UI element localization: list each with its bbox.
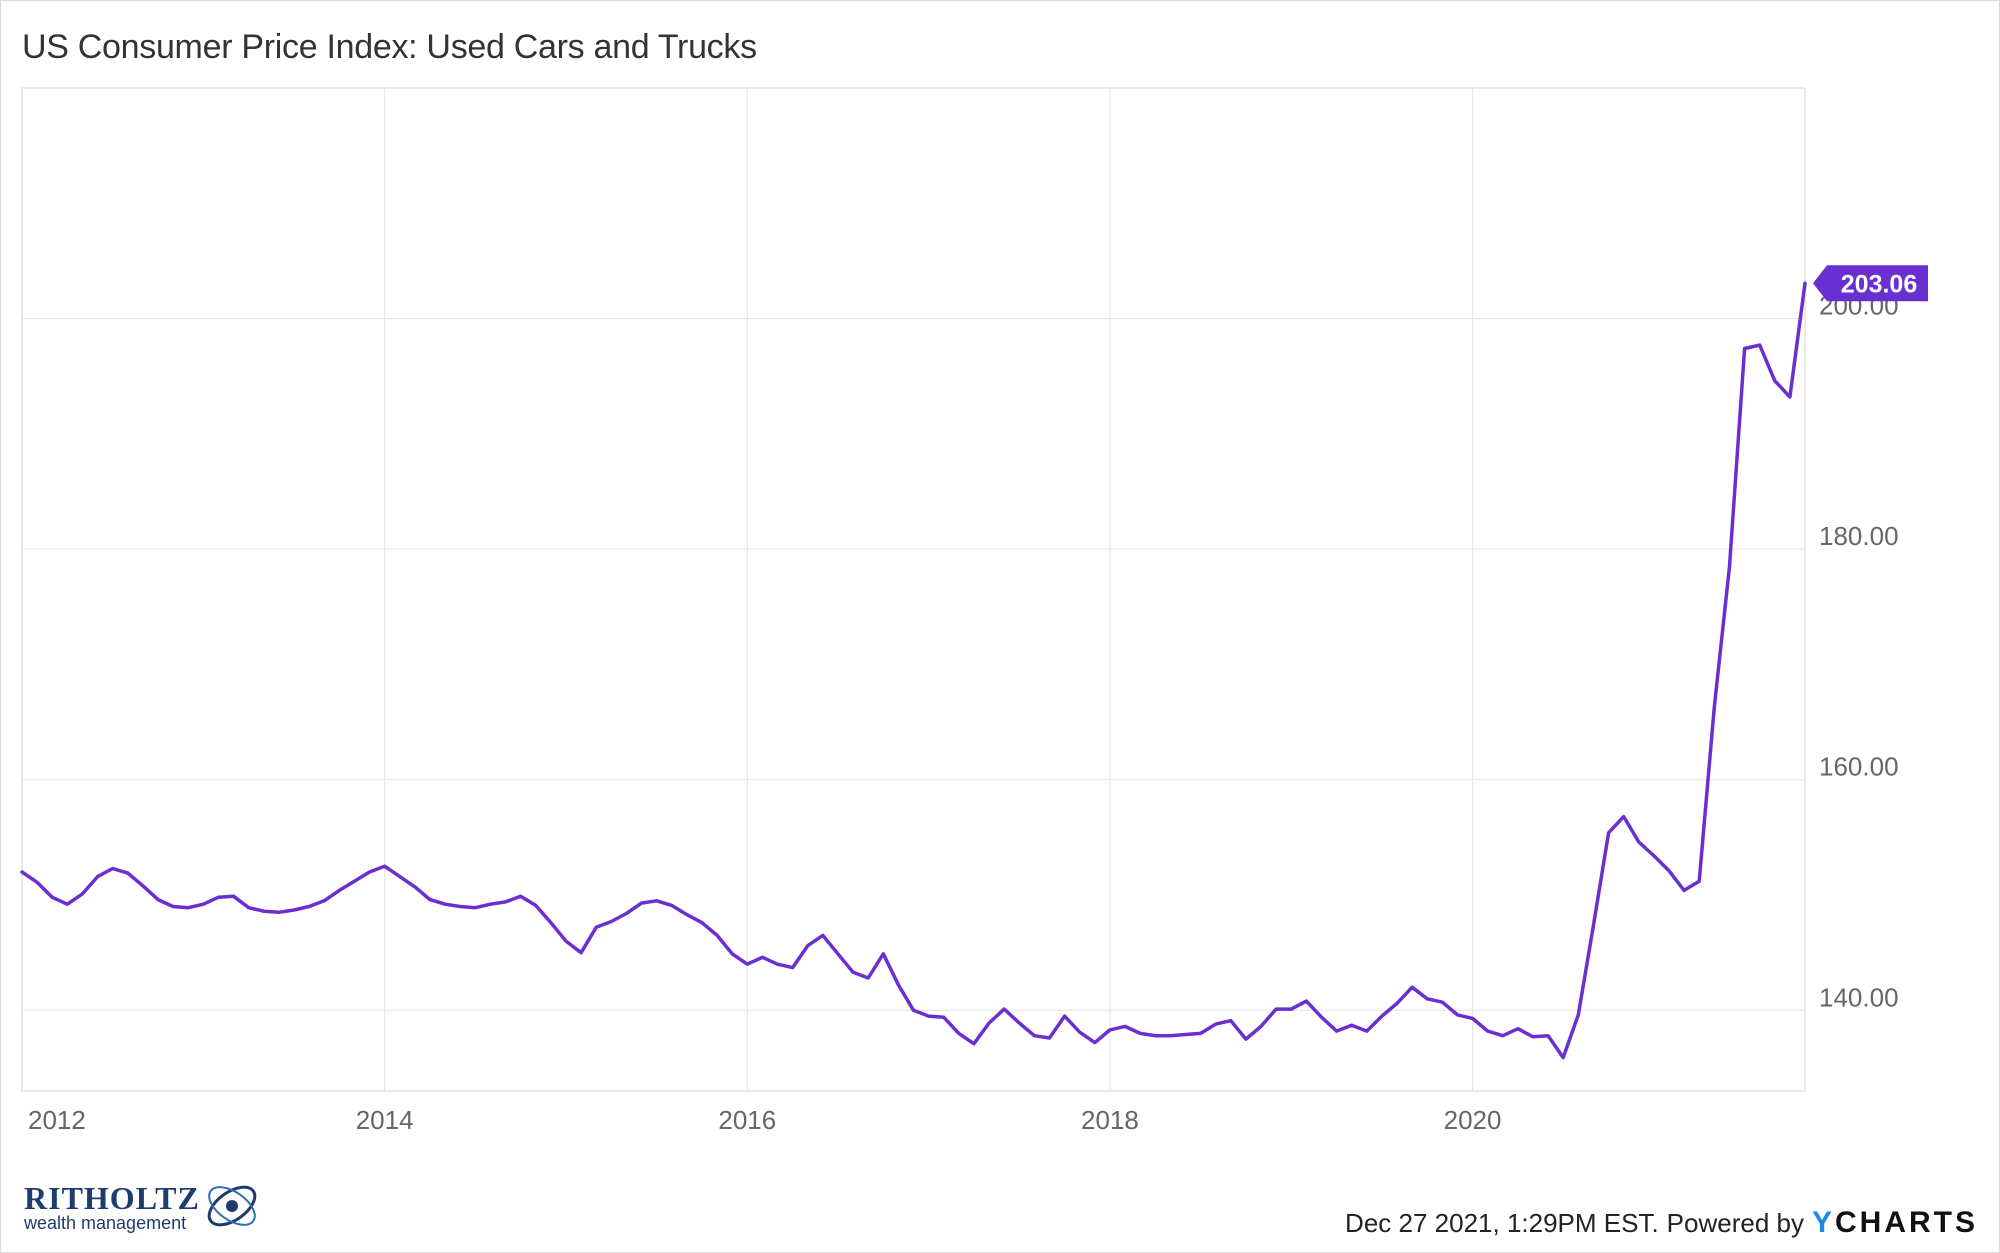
x-tick-label: 2014: [356, 1105, 414, 1135]
last-value-label-bg: [1813, 265, 1928, 302]
x-tick-label: 2012: [28, 1105, 86, 1135]
x-tick-label: 2020: [1444, 1105, 1502, 1135]
ycharts-logo-y: Y: [1811, 1206, 1835, 1239]
x-tick-label: 2018: [1081, 1105, 1139, 1135]
ycharts-logo[interactable]: YCHARTS: [1812, 1206, 1978, 1240]
y-tick-label: 180.00: [1819, 521, 1899, 551]
logo-subtitle: wealth management: [24, 1213, 187, 1233]
logo-wordmark: RITHOLTZ: [24, 1180, 200, 1216]
ritholtz-emblem-icon: [207, 1185, 257, 1227]
plot-area-border: [21, 87, 1806, 1092]
ycharts-logo-rest: CHARTS: [1835, 1206, 1978, 1239]
y-tick-label: 140.00: [1819, 982, 1899, 1012]
y-tick-label: 160.00: [1819, 752, 1899, 782]
x-tick-label: 2016: [718, 1105, 776, 1135]
series-line: [20, 281, 1807, 1060]
last-value-label: 203.06: [1841, 270, 1917, 298]
powered-by-text: Powered by: [1666, 1207, 1804, 1238]
footer-attribution: Dec 27 2021, 1:29PM EST. Powered by YCHA…: [1345, 1206, 1978, 1240]
timestamp: Dec 27 2021, 1:29PM EST.: [1345, 1207, 1659, 1238]
chart-title: US Consumer Price Index: Used Cars and T…: [22, 28, 757, 66]
ritholtz-logo: RITHOLTZ wealth management: [24, 1180, 257, 1233]
